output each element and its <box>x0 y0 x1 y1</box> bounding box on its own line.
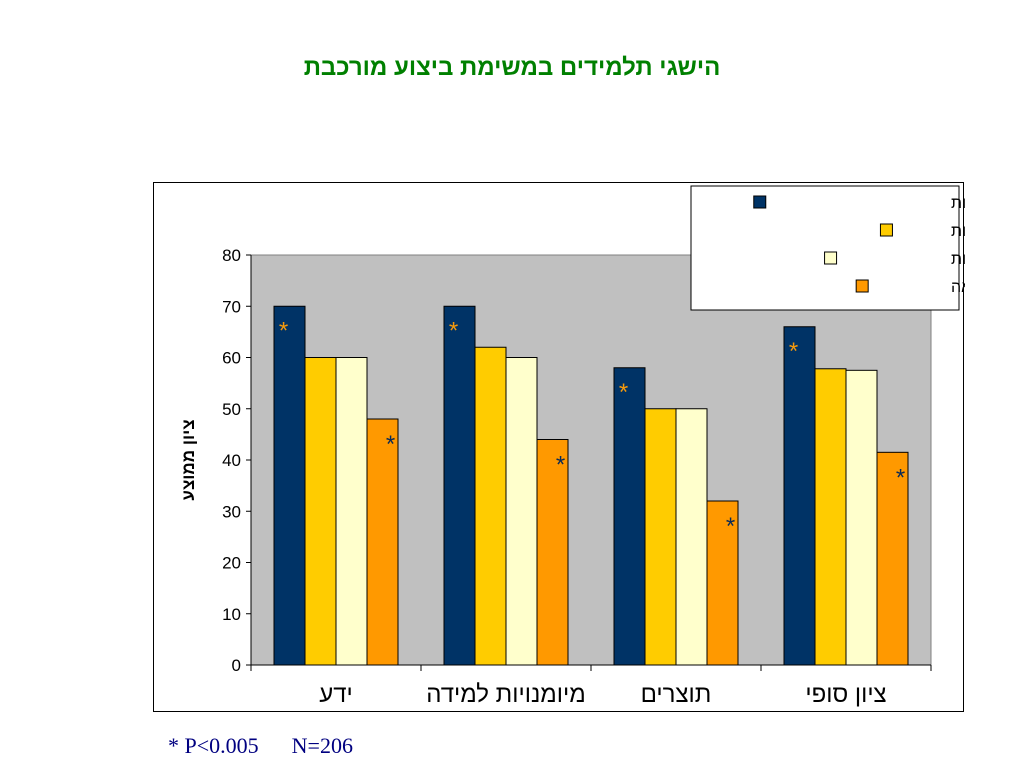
significance-star: * <box>449 317 458 344</box>
legend-entry: הוראת מיומנויות + משימות <box>951 195 965 212</box>
chart-frame: 0 10 20 30 40 50 60 70 80 ציון ממוצע * * ידע * * מיומנו… <box>153 182 965 712</box>
bar <box>876 451 909 666</box>
significance-star: * <box>279 317 288 344</box>
legend-swatch <box>753 195 767 209</box>
y-tick-label: 40 <box>222 451 241 470</box>
y-tick-label: 70 <box>222 297 241 316</box>
y-tick-label: 10 <box>222 605 241 624</box>
bar <box>366 418 399 666</box>
legend-swatch <box>855 279 869 293</box>
significance-star: * <box>556 452 565 479</box>
y-tick-label: 60 <box>222 349 241 368</box>
bar <box>474 346 507 666</box>
y-axis-label: ציון ממוצע <box>179 419 198 500</box>
x-category-label: ציון סופי <box>805 681 886 708</box>
bar <box>273 305 306 666</box>
bar <box>304 357 337 666</box>
bar <box>644 408 677 666</box>
significance-star: * <box>896 464 905 491</box>
bar <box>335 357 368 666</box>
bar <box>845 369 878 666</box>
legend-swatch <box>824 251 838 265</box>
significance-star: * <box>619 379 628 406</box>
y-tick-label: 30 <box>222 502 241 521</box>
bar <box>783 326 816 666</box>
bar-chart: 0 10 20 30 40 50 60 70 80 ציון ממוצע * * ידע * * מיומנו… <box>179 185 965 708</box>
y-tick-label: 80 <box>222 246 241 265</box>
legend-swatch <box>879 223 893 237</box>
legend-entry: משימות <box>951 223 965 240</box>
bar <box>505 357 538 666</box>
significance-star: * <box>789 338 798 365</box>
footnote: * P<0.005 N=206 <box>168 733 353 758</box>
slide-title: הישגי תלמידים במשימת ביצוע מורכבת <box>303 54 721 81</box>
y-tick-label: 20 <box>222 554 241 573</box>
bar <box>814 368 847 666</box>
x-category-label: תוצרים <box>641 681 712 708</box>
legend-entry: הוראת מיומנויות <box>951 251 965 268</box>
significance-star: * <box>726 513 735 540</box>
bar <box>675 408 708 666</box>
legend-entry: קב' השוואה <box>951 279 965 296</box>
bar <box>536 439 569 666</box>
bar <box>706 500 739 666</box>
bar <box>443 305 476 666</box>
x-category-label: מיומנויות למידה <box>426 681 586 708</box>
x-category-label: ידע <box>319 681 353 708</box>
bar <box>613 367 646 666</box>
y-tick-label: 50 <box>222 400 241 419</box>
y-tick-label: 0 <box>232 656 241 675</box>
legend-box <box>690 185 960 311</box>
significance-star: * <box>386 431 395 458</box>
